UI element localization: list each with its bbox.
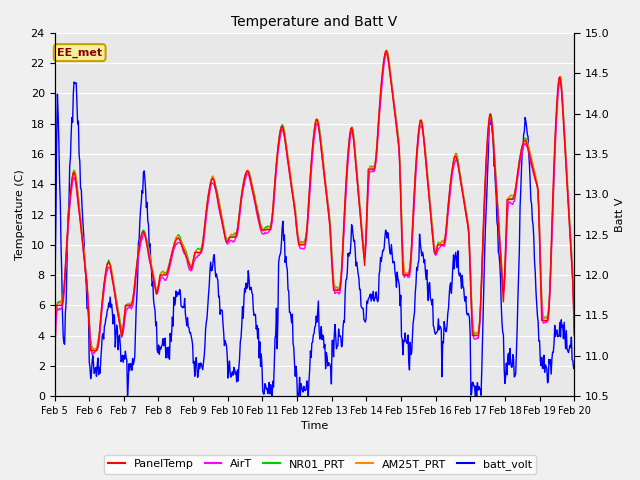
AirT (166, 262, 174, 268)
Y-axis label: Temperature (C): Temperature (C) (15, 169, 25, 260)
AirT (194, 253, 202, 259)
Line: AirT: AirT (54, 54, 574, 366)
Title: Temperature and Batt V: Temperature and Batt V (231, 15, 397, 29)
X-axis label: Time: Time (301, 421, 328, 432)
Text: EE_met: EE_met (57, 48, 102, 58)
AirT (570, 331, 578, 337)
NR01_PRT (383, 48, 390, 53)
AirT (394, 130, 401, 135)
PanelTemp (51, 339, 58, 345)
batt_volt (394, 276, 402, 282)
PanelTemp (378, 73, 386, 79)
AM25T_PRT (60, 286, 68, 292)
AM25T_PRT (378, 83, 385, 88)
AirT (51, 363, 58, 369)
PanelTemp (394, 136, 402, 142)
NR01_PRT (570, 327, 578, 333)
Line: batt_volt: batt_volt (54, 82, 574, 396)
batt_volt (379, 248, 387, 253)
AM25T_PRT (383, 48, 390, 53)
AM25T_PRT (394, 126, 401, 132)
AirT (60, 292, 68, 298)
Legend: PanelTemp, AirT, NR01_PRT, AM25T_PRT, batt_volt: PanelTemp, AirT, NR01_PRT, AM25T_PRT, ba… (104, 455, 536, 474)
PanelTemp (115, 312, 122, 318)
NR01_PRT (51, 360, 58, 365)
batt_volt (168, 331, 175, 337)
AM25T_PRT (113, 305, 121, 311)
Line: NR01_PRT: NR01_PRT (54, 50, 574, 362)
NR01_PRT (194, 246, 202, 252)
PanelTemp (570, 333, 578, 339)
PanelTemp (60, 287, 68, 292)
AirT (378, 90, 385, 96)
PanelTemp (87, 348, 95, 354)
batt_volt (195, 360, 203, 366)
AM25T_PRT (166, 259, 174, 264)
PanelTemp (195, 250, 202, 255)
PanelTemp (167, 254, 175, 260)
NR01_PRT (113, 302, 121, 308)
batt_volt (570, 366, 578, 372)
Line: AM25T_PRT: AM25T_PRT (54, 50, 574, 364)
batt_volt (124, 393, 131, 399)
AM25T_PRT (51, 361, 58, 367)
NR01_PRT (378, 84, 385, 90)
Line: PanelTemp: PanelTemp (54, 51, 574, 351)
AirT (113, 309, 121, 314)
batt_volt (115, 347, 122, 353)
batt_volt (60, 340, 68, 346)
AM25T_PRT (570, 328, 578, 334)
AM25T_PRT (194, 251, 202, 256)
NR01_PRT (394, 123, 401, 129)
Y-axis label: Batt V: Batt V (615, 197, 625, 232)
AirT (383, 51, 390, 57)
NR01_PRT (166, 257, 174, 263)
batt_volt (51, 345, 58, 351)
NR01_PRT (60, 287, 68, 292)
batt_volt (70, 79, 78, 85)
PanelTemp (383, 48, 390, 54)
